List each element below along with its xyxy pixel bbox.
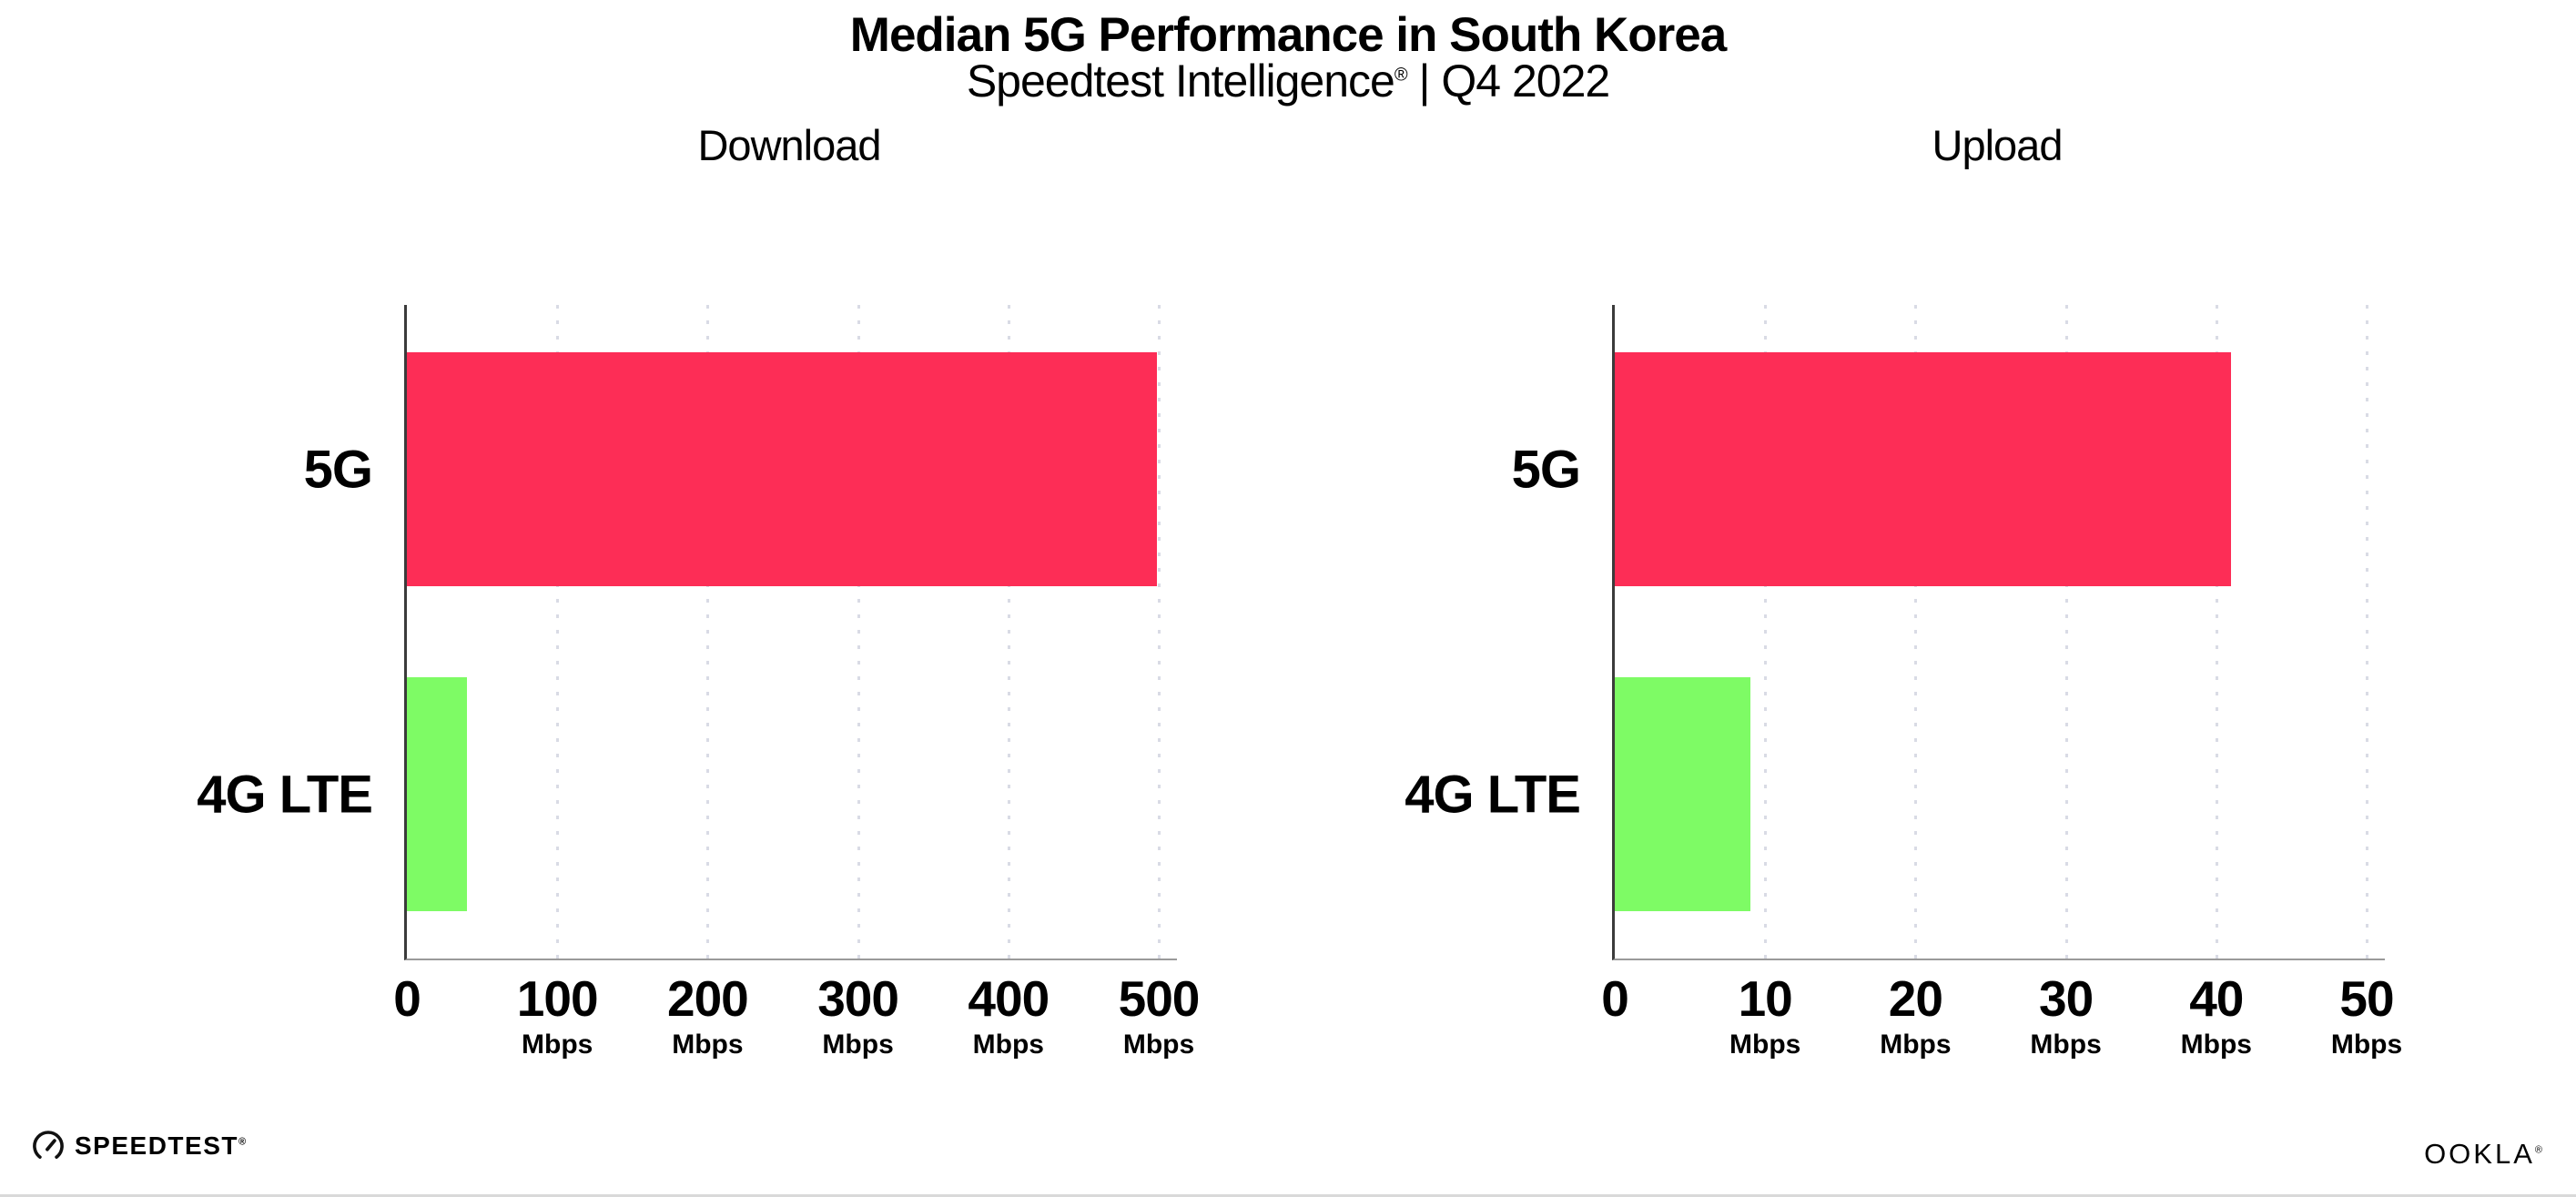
- chart-title-upload: Upload: [1932, 121, 2064, 169]
- x-tick-label: 10 Mbps: [1729, 969, 1800, 1060]
- chart-title-download: Download: [697, 121, 881, 169]
- gridline: [2215, 305, 2218, 959]
- x-tick-unit: Mbps: [822, 1030, 894, 1060]
- bar-4g-lte: [1615, 677, 1750, 911]
- ookla-logo: OOKLA®: [2424, 1138, 2545, 1170]
- gridline: [1158, 305, 1161, 959]
- x-tick-value: 500: [1118, 970, 1201, 1027]
- page-subtitle: Speedtest Intelligence® | Q4 2022: [0, 55, 2576, 107]
- gridline: [857, 305, 860, 959]
- plot-area-upload: 0 10 Mbps 20 Mbps 30 Mbps 40 Mbps 50 Mbps 5G 4G LTE: [1405, 305, 2402, 1060]
- speedtest-gauge-icon: [33, 1131, 64, 1159]
- x-tick-value: 400: [968, 970, 1050, 1027]
- gridline: [1914, 305, 1918, 959]
- x-tick-label: 400 Mbps: [968, 969, 1050, 1060]
- gridline: [556, 305, 560, 959]
- x-tick-label: 50 Mbps: [2331, 969, 2402, 1060]
- x-tick-unit: Mbps: [1729, 1030, 1801, 1060]
- bar-4g-lte: [407, 677, 468, 911]
- x-tick-label: 500 Mbps: [1118, 969, 1201, 1060]
- y-axis-label-5g: 5G: [1511, 440, 1581, 499]
- gridline: [1007, 305, 1010, 959]
- x-tick-value: 0: [1601, 970, 1629, 1027]
- x-tick-unit: Mbps: [2330, 1030, 2403, 1060]
- gridline: [2366, 305, 2368, 959]
- bar-5g: [407, 352, 1158, 586]
- x-tick-value: 40: [2189, 970, 2244, 1027]
- x-tick-label: 200 Mbps: [667, 969, 749, 1060]
- x-tick-unit: Mbps: [2180, 1030, 2252, 1060]
- speedtest-wordmark: SPEEDTEST®: [75, 1131, 248, 1160]
- page-title: Median 5G Performance in South Korea: [849, 8, 1727, 62]
- x-tick-label: 300 Mbps: [817, 969, 899, 1060]
- x-tick-value: 0: [393, 970, 421, 1027]
- gridline: [2064, 305, 2068, 959]
- y-axis-label-5g: 5G: [303, 440, 373, 499]
- x-tick-value: 30: [2038, 970, 2094, 1027]
- y-axis-label-4g-lte: 4G LTE: [1405, 765, 1581, 824]
- subtitle-brand: Speedtest Intelligence: [966, 56, 1395, 107]
- x-tick-label: 100 Mbps: [516, 969, 599, 1060]
- x-tick-value: 300: [817, 970, 899, 1027]
- x-tick-label: 30 Mbps: [2030, 969, 2101, 1060]
- chart-panel-download: Download 0 100 Mbps 200 Mbps 300 Mbps 400 Mbps 50…: [197, 121, 1200, 1060]
- speedtest-logo: SPEEDTEST®: [31, 1129, 248, 1163]
- x-tick-unit: Mbps: [972, 1030, 1044, 1060]
- y-axis-label-4g-lte: 4G LTE: [197, 765, 373, 824]
- registered-mark-icon: ®: [1394, 65, 1408, 86]
- x-tick-value: 20: [1888, 970, 1943, 1027]
- image-bottom-border: [0, 1194, 2576, 1197]
- x-tick-label: 40 Mbps: [2181, 969, 2252, 1060]
- gridline: [1764, 305, 1768, 959]
- x-tick-unit: Mbps: [1880, 1030, 1952, 1060]
- x-tick-unit: Mbps: [522, 1030, 593, 1060]
- registered-mark-icon: ®: [2534, 1144, 2545, 1156]
- subtitle-period: | Q4 2022: [1406, 56, 1610, 107]
- x-tick-unit: Mbps: [2030, 1030, 2102, 1060]
- x-tick-value: 50: [2339, 970, 2394, 1027]
- plot-area-download: 0 100 Mbps 200 Mbps 300 Mbps 400 Mbps 500 Mbps 5G 4G…: [197, 305, 1200, 1060]
- x-tick-value: 200: [667, 970, 749, 1027]
- x-tick-label: 0: [393, 969, 421, 1028]
- chart-panel-upload: Upload 0 10 Mbps 20 Mbps 30 Mbps 40 Mbps 50 Mbps 5G…: [1405, 121, 2402, 1060]
- x-tick-label: 0: [1601, 969, 1629, 1028]
- gridline: [706, 305, 710, 959]
- x-tick-unit: Mbps: [672, 1030, 744, 1060]
- x-tick-value: 100: [516, 970, 599, 1027]
- registered-mark-icon: ®: [238, 1136, 248, 1148]
- x-tick-unit: Mbps: [1122, 1030, 1195, 1060]
- x-tick-value: 10: [1738, 970, 1793, 1027]
- x-tick-label: 20 Mbps: [1880, 969, 1951, 1060]
- bar-5g: [1615, 352, 2232, 586]
